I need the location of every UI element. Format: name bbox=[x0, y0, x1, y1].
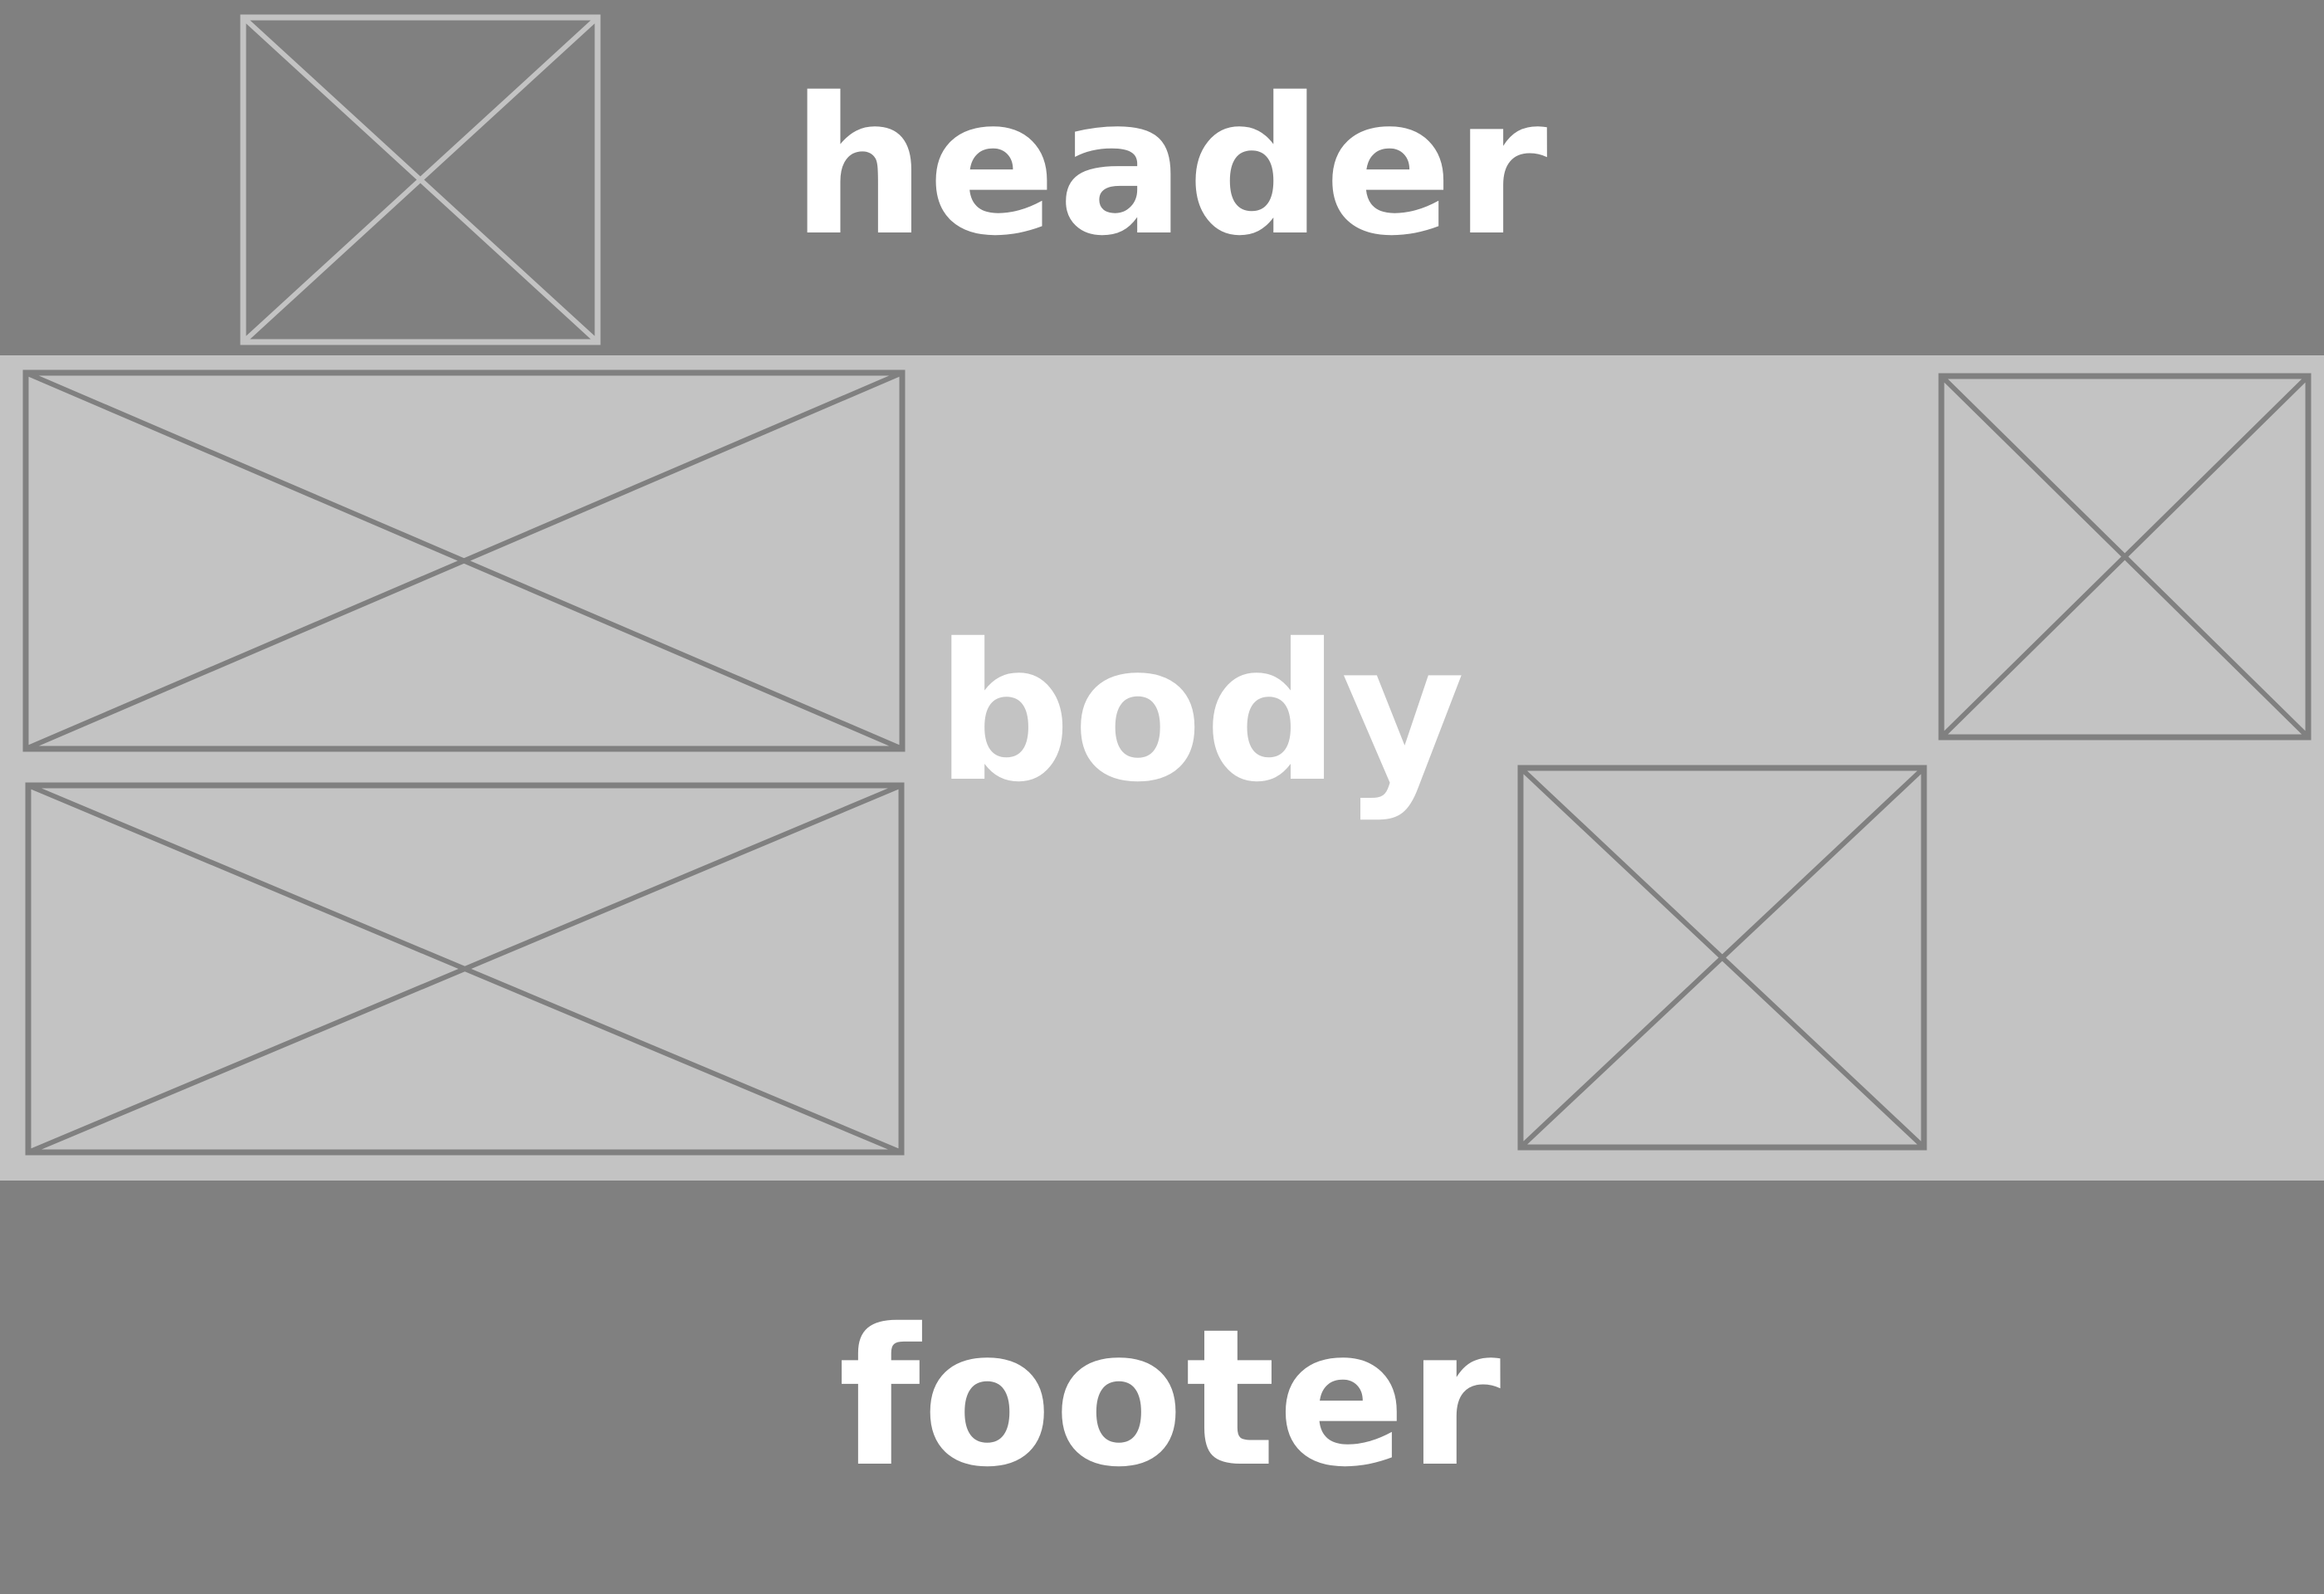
placeholder-frame bbox=[25, 782, 905, 1156]
header-label: header bbox=[791, 56, 1549, 277]
body-image-placeholder bbox=[1938, 373, 2312, 741]
placeholder-diagonal bbox=[241, 15, 600, 345]
placeholder-diagonal bbox=[24, 370, 904, 751]
placeholder-frame bbox=[240, 14, 601, 345]
placeholder-layer bbox=[22, 14, 2312, 1156]
footer-label: footer bbox=[838, 1288, 1503, 1508]
placeholder-frame bbox=[1938, 373, 2312, 741]
body-image-placeholder bbox=[25, 782, 905, 1156]
body-image-placeholder bbox=[1517, 765, 1927, 1151]
placeholder-diagonal bbox=[1939, 374, 2311, 740]
header-image-placeholder bbox=[240, 14, 601, 345]
placeholder-frame bbox=[22, 369, 906, 752]
placeholder-diagonal bbox=[27, 783, 903, 1155]
body-band bbox=[0, 355, 2324, 1181]
body-image-placeholder bbox=[22, 369, 906, 752]
footer-band bbox=[0, 1181, 2324, 1594]
body-label: body bbox=[935, 603, 1467, 824]
header-band bbox=[0, 0, 2324, 355]
placeholder-frame bbox=[1517, 765, 1927, 1151]
placeholder-diagonal bbox=[1518, 765, 1926, 1150]
